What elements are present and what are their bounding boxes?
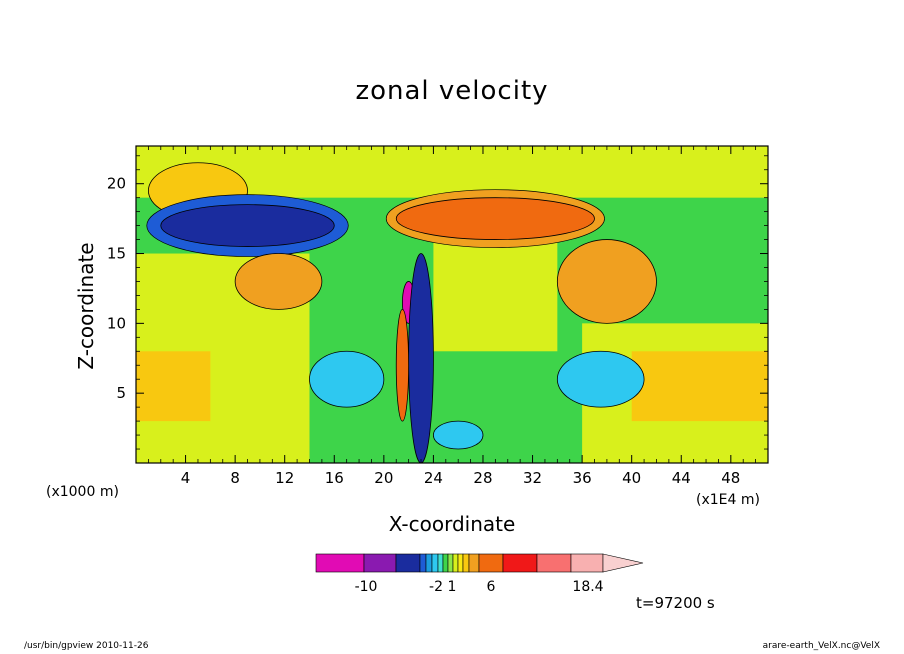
colorbar-arrow bbox=[602, 553, 644, 573]
colorbar-swatch bbox=[437, 553, 444, 573]
field-region bbox=[408, 253, 434, 464]
colorbar-swatch bbox=[447, 553, 454, 573]
x-tick-label: 8 bbox=[230, 469, 240, 487]
colorbar-swatch bbox=[363, 553, 397, 573]
x-tick-label: 40 bbox=[622, 469, 641, 487]
x-axis-label: X-coordinate bbox=[388, 512, 516, 536]
colorbar-swatch bbox=[468, 553, 480, 573]
colorbar-swatch bbox=[442, 553, 449, 573]
y-axis-label: Z-coordinate bbox=[74, 242, 98, 370]
x-tick-label: 28 bbox=[473, 469, 492, 487]
colorbar-swatch bbox=[452, 553, 459, 573]
colorbar-swatch bbox=[395, 553, 421, 573]
footer-right: arare-earth_VelX.nc@VelX bbox=[762, 641, 880, 651]
colorbar-swatch bbox=[425, 553, 433, 573]
field-region bbox=[309, 350, 385, 408]
colorbar-label: 1 bbox=[448, 579, 457, 595]
colorbar-swatch bbox=[457, 553, 464, 573]
x-tick-label: 4 bbox=[181, 469, 191, 487]
y-tick-label: 5 bbox=[116, 384, 126, 402]
footer-left: /usr/bin/gpview 2010-11-26 bbox=[24, 641, 149, 651]
field-band bbox=[631, 351, 768, 422]
plot-frame bbox=[135, 145, 769, 464]
colorbar-label: 18.4 bbox=[572, 579, 603, 595]
colorbar-swatch bbox=[315, 553, 365, 573]
x-tick-label: 12 bbox=[275, 469, 294, 487]
x-tick-label: 20 bbox=[374, 469, 393, 487]
colorbar-label: -2 bbox=[429, 579, 443, 595]
x-tick-label: 48 bbox=[721, 469, 740, 487]
field-region bbox=[433, 420, 484, 450]
field-region bbox=[556, 350, 645, 408]
field-region bbox=[160, 204, 335, 247]
field-band bbox=[433, 239, 558, 352]
colorbar-label: -10 bbox=[355, 579, 378, 595]
y-tick-label: 10 bbox=[107, 314, 126, 332]
x-tick-label: 24 bbox=[424, 469, 443, 487]
colorbar-swatch bbox=[502, 553, 538, 573]
field-band bbox=[136, 351, 211, 422]
field-region bbox=[395, 197, 595, 240]
colorbar-swatch bbox=[570, 553, 604, 573]
y-tick-label: 20 bbox=[107, 175, 126, 193]
time-label: t=97200 s bbox=[636, 594, 715, 612]
field-region bbox=[234, 253, 323, 310]
field-region bbox=[395, 308, 410, 422]
colorbar-swatch bbox=[478, 553, 504, 573]
colorbar-label: 6 bbox=[487, 579, 496, 595]
chart-title: zonal velocity bbox=[355, 76, 549, 106]
x-scale-label: (x1E4 m) bbox=[696, 492, 760, 508]
colorbar-swatch bbox=[462, 553, 470, 573]
x-tick-label: 32 bbox=[523, 469, 542, 487]
x-unit-label: (x1000 m) bbox=[46, 484, 119, 500]
colorbar-swatch bbox=[431, 553, 439, 573]
y-tick-label: 15 bbox=[107, 245, 126, 263]
x-tick-label: 44 bbox=[672, 469, 691, 487]
x-tick-label: 36 bbox=[573, 469, 592, 487]
x-tick-label: 16 bbox=[325, 469, 344, 487]
colorbar-swatch bbox=[419, 553, 427, 573]
field-region bbox=[556, 239, 657, 324]
colorbar-swatch bbox=[536, 553, 572, 573]
